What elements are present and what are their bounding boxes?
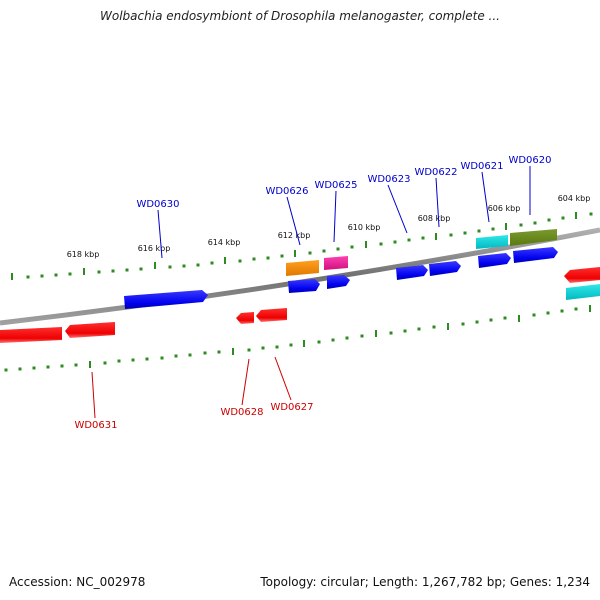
gene-feature-red[interactable]: [65, 322, 115, 338]
gene-feature-blue[interactable]: [327, 275, 350, 289]
gene-label-wd0631[interactable]: WD0631: [74, 420, 117, 431]
scale-label: 604 kbp: [558, 194, 591, 203]
gene-feature-cyan[interactable]: [476, 235, 508, 249]
gene-label-wd0620[interactable]: WD0620: [508, 155, 551, 166]
gene-label-wd0626[interactable]: WD0626: [265, 186, 308, 197]
gene-feature-red[interactable]: [564, 267, 600, 283]
gene-label-wd0630[interactable]: WD0630: [136, 199, 179, 210]
scale-label: 610 kbp: [348, 223, 381, 232]
gene-feature-blue[interactable]: [429, 261, 461, 276]
scale-label: 608 kbp: [418, 214, 451, 223]
scale-label: 612 kbp: [278, 231, 311, 240]
reverse-tick-track: [4, 305, 591, 372]
gene-feature-red[interactable]: [256, 308, 287, 322]
gene-label-wd0622[interactable]: WD0622: [414, 167, 457, 178]
gene-label-wd0625[interactable]: WD0625: [314, 180, 357, 191]
gene-label-wd0627[interactable]: WD0627: [270, 402, 313, 413]
forward-leader-lines: [157, 166, 531, 259]
gene-feature-blue[interactable]: [478, 253, 511, 268]
gene-feature-red[interactable]: [0, 327, 62, 343]
forward-genes: [124, 229, 600, 309]
gene-label-wd0621[interactable]: WD0621: [460, 161, 503, 172]
gene-label-wd0623[interactable]: WD0623: [367, 174, 410, 185]
scale-label: 616 kbp: [138, 244, 171, 253]
gene-feature-blue[interactable]: [513, 247, 558, 263]
forward-tick-track: [11, 212, 593, 280]
gene-feature-red[interactable]: [236, 312, 254, 324]
gene-feature-blue[interactable]: [124, 290, 208, 309]
scale-label: 606 kbp: [488, 204, 521, 213]
gene-feature-blue[interactable]: [288, 279, 320, 293]
gene-feature-olive[interactable]: [510, 229, 557, 246]
genome-summary-text: Topology: circular; Length: 1,267,782 bp…: [260, 575, 590, 589]
reverse-leader-lines: [91, 356, 292, 419]
gene-feature-cyan[interactable]: [566, 284, 600, 300]
gene-feature-magenta[interactable]: [324, 256, 348, 270]
scale-label: 618 kbp: [67, 250, 100, 259]
map-title: Wolbachia endosymbiont of Drosophila mel…: [100, 9, 500, 23]
reverse-genes: [0, 267, 600, 343]
gene-label-wd0628[interactable]: WD0628: [220, 407, 263, 418]
gene-feature-orange[interactable]: [286, 260, 319, 276]
gene-feature-blue[interactable]: [396, 265, 428, 280]
scale-label: 614 kbp: [208, 238, 241, 247]
accession-text: Accession: NC_002978: [9, 575, 146, 589]
